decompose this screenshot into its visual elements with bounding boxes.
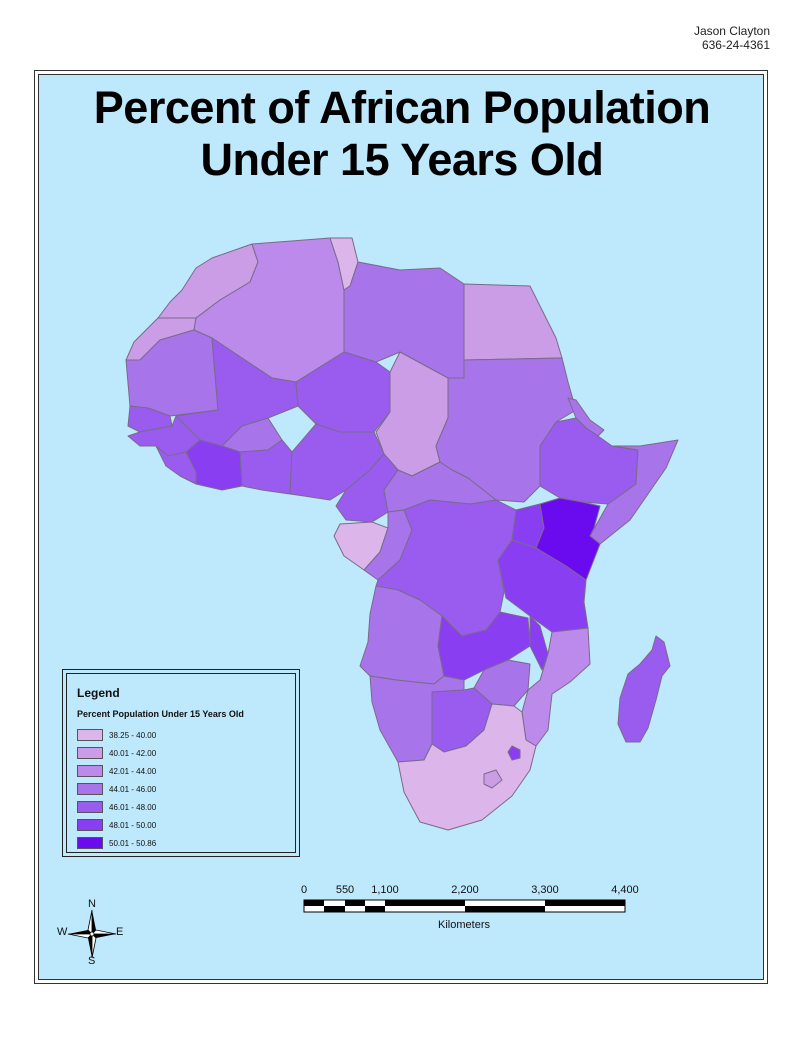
region-madagascar (617, 635, 671, 743)
legend-inner-frame: Legend Percent Population Under 15 Years… (66, 673, 296, 853)
legend-swatch (77, 837, 103, 849)
author-id: 636-24-4361 (701, 38, 770, 52)
region-south-africa (397, 703, 537, 831)
legend-label: 44.01 - 46.00 (109, 784, 157, 794)
compass-n: N (88, 898, 96, 910)
compass-e: E (116, 926, 124, 938)
legend-label: 40.01 - 42.00 (109, 748, 157, 758)
legend-label: 46.01 - 48.00 (109, 802, 157, 812)
region-swaziland (507, 745, 521, 761)
legend-item: 48.01 - 50.00 (77, 816, 156, 834)
legend-label: 48.01 - 50.00 (109, 820, 157, 830)
region-niger (295, 351, 391, 433)
legend-swatch (77, 801, 103, 813)
region-ethiopia (539, 417, 639, 505)
legend-label: 42.01 - 44.00 (109, 766, 157, 776)
author-block: Jason Clayton 636-24-4361 (694, 24, 770, 52)
title-line-1: Percent of African Population (93, 82, 711, 133)
scale-tick-label: 4,400 (611, 884, 639, 896)
legend-heading: Legend (77, 686, 120, 700)
region-malawi (529, 615, 549, 671)
legend-subtitle: Percent Population Under 15 Years Old (77, 709, 244, 719)
region-zambia (437, 611, 531, 681)
scale-tick-label: 3,300 (531, 884, 559, 896)
compass-s: S (88, 955, 96, 967)
legend-label: 38.25 - 40.00 (109, 730, 157, 740)
scale-unit-label: Kilometers (438, 919, 490, 931)
legend-item: 40.01 - 42.00 (77, 744, 156, 762)
legend-item: 46.01 - 48.00 (77, 798, 156, 816)
legend-box: Legend Percent Population Under 15 Years… (62, 669, 300, 857)
region-lesotho (483, 769, 503, 789)
map-frame-outer (34, 70, 768, 984)
scale-tick-label: 2,200 (451, 884, 479, 896)
legend-item: 38.25 - 40.00 (77, 726, 156, 744)
legend-swatch (77, 729, 103, 741)
legend-swatch (77, 747, 103, 759)
author-name: Jason Clayton (693, 24, 770, 38)
scale-tick-label: 0 (300, 884, 308, 896)
legend-item: 50.01 - 50.86 (77, 834, 156, 852)
region-kenya (535, 497, 601, 581)
legend-label: 50.01 - 50.86 (109, 838, 157, 848)
scale-tick-label: 550 (335, 884, 355, 896)
legend-swatch (77, 819, 103, 831)
scale-tick-label: 1,100 (371, 884, 399, 896)
legend-swatch (77, 783, 103, 795)
region-ivory-coast (185, 439, 243, 491)
legend-swatch (77, 765, 103, 777)
map-title: Percent of African Population Under 15 Y… (0, 82, 804, 186)
region-egypt (463, 283, 563, 361)
legend-items: 38.25 - 40.00 40.01 - 42.00 42.01 - 44.0… (77, 726, 156, 852)
title-line-2: Under 15 Years Old (200, 134, 604, 185)
legend-item: 44.01 - 46.00 (77, 780, 156, 798)
legend-item: 42.01 - 44.00 (77, 762, 156, 780)
compass-w: W (57, 926, 68, 938)
